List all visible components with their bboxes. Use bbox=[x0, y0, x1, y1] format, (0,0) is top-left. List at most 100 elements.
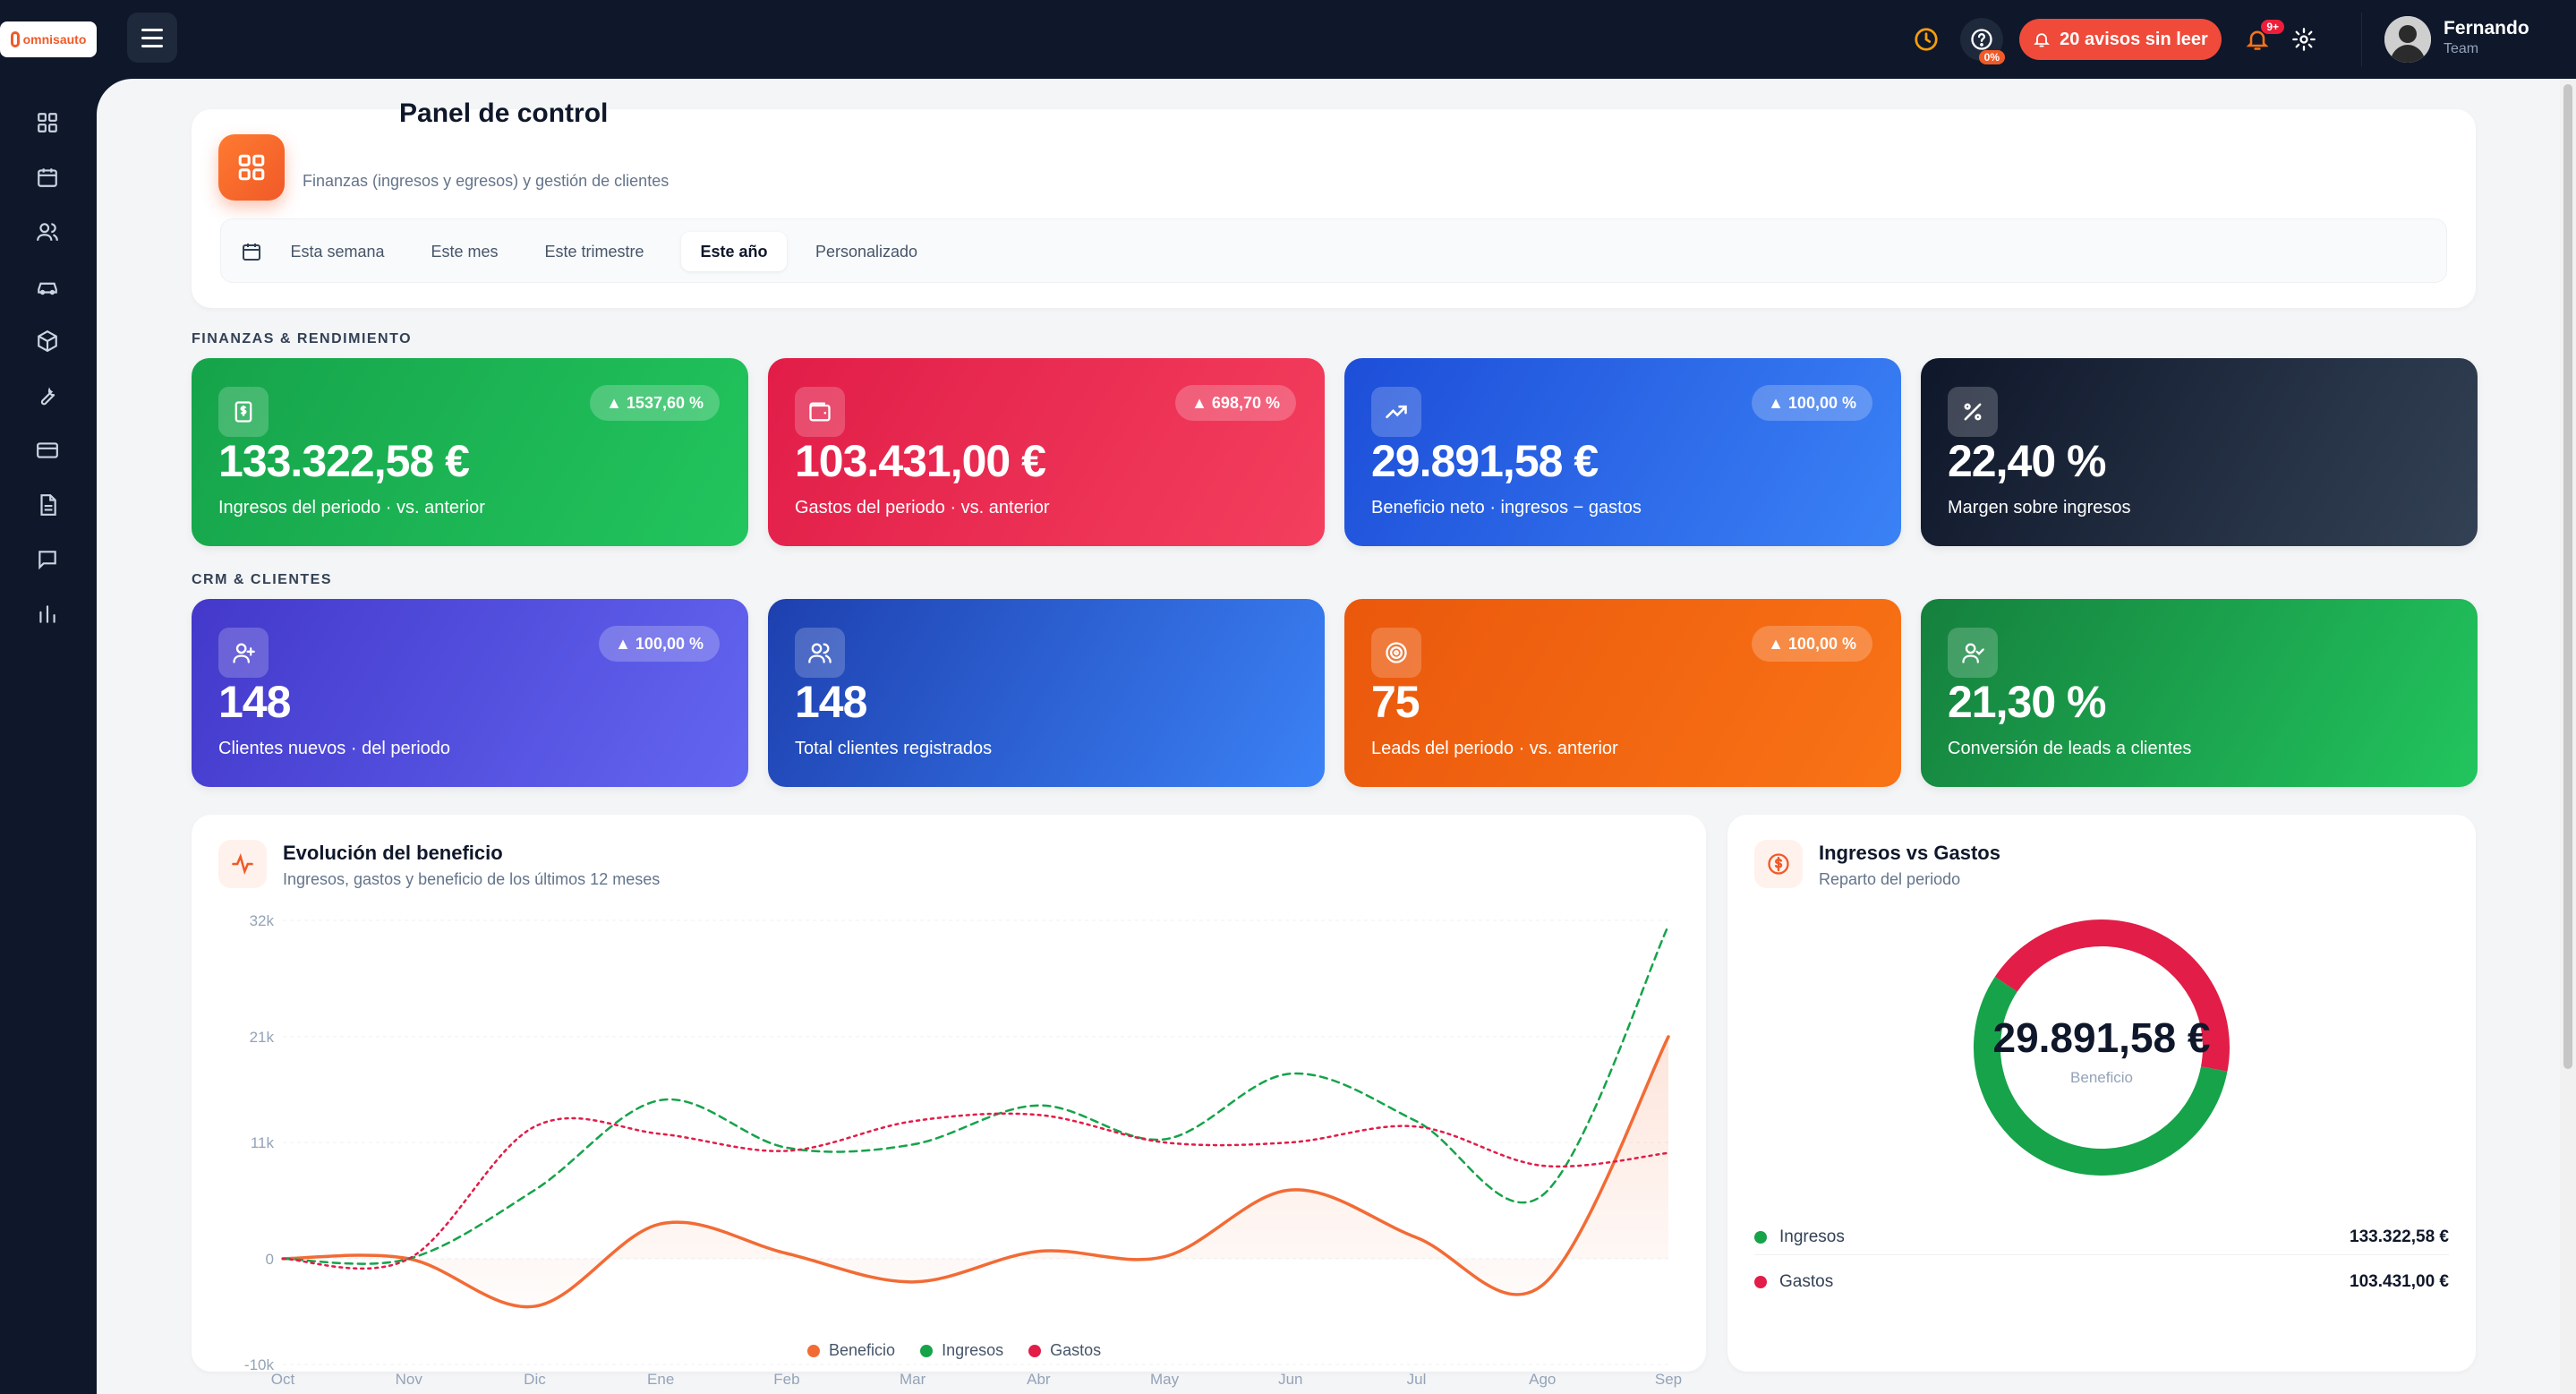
x-tick-label: Jun bbox=[1278, 1371, 1302, 1388]
kpi-clientes-nuevos[interactable]: ▲ 100,00 % 148 Clientes nuevos · del per… bbox=[192, 599, 748, 787]
kpi-label: Clientes nuevos · del periodo bbox=[218, 739, 451, 758]
x-tick-label: Dic bbox=[524, 1371, 546, 1388]
notifications-label: 20 avisos sin leer bbox=[2060, 29, 2208, 49]
user-divider bbox=[2361, 13, 2362, 66]
donut-row-ingresos: Ingresos 133.322,58 € bbox=[1754, 1219, 2449, 1255]
sidebar-item-workshop[interactable] bbox=[34, 382, 61, 409]
legend-dot bbox=[1028, 1344, 1042, 1357]
sidebar-item-vehicles[interactable] bbox=[34, 273, 61, 300]
kpi-value: 133.322,58 € bbox=[218, 436, 470, 486]
kpi-value: 148 bbox=[795, 677, 867, 727]
scrollbar-thumb[interactable] bbox=[2563, 84, 2572, 1069]
user-name[interactable]: Fernando bbox=[2444, 18, 2529, 38]
filter-esta-semana[interactable]: Esta semana bbox=[290, 242, 385, 261]
kpi-badge: ▲ 698,70 % bbox=[1175, 385, 1296, 421]
x-tick-label: Nov bbox=[396, 1371, 423, 1388]
activity-icon bbox=[218, 840, 267, 888]
panel-subtitle: Ingresos, gastos y beneficio de los últi… bbox=[283, 870, 661, 888]
chart-icon bbox=[39, 605, 55, 623]
dollar-circle-icon bbox=[1754, 840, 1803, 888]
notifications-button[interactable]: 20 avisos sin leer bbox=[2019, 19, 2222, 60]
kpi-label: Conversión de leads a clientes bbox=[1948, 739, 2192, 758]
legend-item-gastos[interactable]: Gastos bbox=[1028, 1341, 1101, 1360]
filter-este-mes[interactable]: Este mes bbox=[431, 242, 499, 261]
row-value: 103.431,00 € bbox=[2350, 1272, 2449, 1291]
trend-up-icon bbox=[1371, 387, 1421, 437]
car-icon bbox=[38, 282, 57, 295]
kpi-label: Total clientes registrados bbox=[795, 739, 993, 758]
series-line-gastos[interactable] bbox=[281, 1112, 1670, 1270]
legend-dot bbox=[920, 1344, 934, 1357]
wrench-icon bbox=[40, 387, 55, 406]
filter-este-trimestre[interactable]: Este trimestre bbox=[544, 242, 644, 261]
legend-item-beneficio[interactable]: Beneficio bbox=[807, 1341, 895, 1360]
filter-personalizado[interactable]: Personalizado bbox=[815, 242, 918, 261]
menu-toggle-button[interactable] bbox=[127, 13, 177, 63]
y-tick-label: 32k bbox=[250, 912, 275, 929]
logo-mark-icon bbox=[10, 31, 20, 47]
clock-icon[interactable] bbox=[1912, 25, 1941, 54]
x-tick-label: Ago bbox=[1529, 1371, 1556, 1388]
sidebar-item-calendar[interactable] bbox=[34, 164, 61, 191]
x-tick-label: Feb bbox=[773, 1371, 799, 1388]
kpi-beneficio[interactable]: ▲ 100,00 % 29.891,58 € Beneficio neto · … bbox=[1344, 358, 1901, 546]
kpi-label: Ingresos del periodo · vs. anterior bbox=[218, 498, 485, 517]
card-icon bbox=[37, 442, 58, 458]
sidebar-item-documents[interactable] bbox=[34, 492, 61, 518]
sidebar-item-inventory[interactable] bbox=[34, 328, 61, 355]
x-tick-label: Jul bbox=[1407, 1371, 1427, 1388]
box-icon bbox=[38, 329, 57, 353]
x-tick-label: May bbox=[1150, 1371, 1180, 1388]
donut-center-label: Beneficio bbox=[2070, 1069, 2133, 1086]
x-tick-label: Sep bbox=[1655, 1371, 1682, 1388]
x-tick-label: Ene bbox=[647, 1371, 674, 1388]
legend-label: Gastos bbox=[1050, 1341, 1102, 1359]
app-logo[interactable]: omnisauto bbox=[0, 21, 97, 57]
sidebar-item-clients[interactable] bbox=[34, 218, 61, 245]
kpi-gastos[interactable]: ▲ 698,70 % 103.431,00 € Gastos del perio… bbox=[768, 358, 1325, 546]
users-icon bbox=[37, 223, 58, 241]
help-button[interactable]: 0% bbox=[1960, 18, 2005, 64]
y-tick-label: -10k bbox=[244, 1356, 275, 1373]
sidebar-item-reports[interactable] bbox=[34, 601, 61, 628]
header-card: Panel de control Finanzas (ingresos y eg… bbox=[192, 98, 2476, 308]
kpi-leads[interactable]: ▲ 100,00 % 75 Leads del periodo · vs. an… bbox=[1344, 599, 1901, 787]
donut-center-value: 29.891,58 € bbox=[1992, 1014, 2211, 1061]
kpi-badge: ▲ 100,00 % bbox=[599, 626, 720, 662]
income-vs-expenses-panel: Ingresos vs Gastos Reparto del periodo 2… bbox=[1727, 815, 2476, 1372]
user-role: Team bbox=[2444, 41, 2479, 56]
sidebar-item-dashboard[interactable] bbox=[34, 109, 61, 136]
kpi-total-clientes[interactable]: 148 Total clientes registrados bbox=[768, 599, 1325, 787]
sidebar-item-messages[interactable] bbox=[34, 546, 61, 573]
sidebar-item-payments[interactable] bbox=[34, 437, 61, 464]
dashboard-icon bbox=[218, 134, 285, 201]
kpi-badge: ▲ 100,00 % bbox=[1752, 626, 1872, 662]
users-icon bbox=[795, 628, 845, 678]
dollar-doc-icon bbox=[218, 387, 269, 437]
series-line-beneficio[interactable] bbox=[281, 1035, 1670, 1309]
filter-este-ano[interactable]: Este año bbox=[681, 232, 787, 271]
donut-slice-ingresos[interactable] bbox=[1974, 977, 2228, 1176]
kpi-ingresos[interactable]: ▲ 1537,60 % 133.322,58 € Ingresos del pe… bbox=[192, 358, 748, 546]
user-plus-icon bbox=[218, 628, 269, 678]
legend-item-ingresos[interactable]: Ingresos bbox=[920, 1341, 1003, 1360]
kpi-conversion[interactable]: 21,30 % Conversión de leads a clientes bbox=[1921, 599, 2478, 787]
alerts-button[interactable]: 9+ bbox=[2241, 20, 2284, 56]
logo-text: omnisauto bbox=[22, 32, 87, 47]
legend-label: Beneficio bbox=[829, 1341, 896, 1359]
donut-slice-gastos[interactable] bbox=[1994, 919, 2230, 1072]
series-line-ingresos[interactable] bbox=[281, 924, 1670, 1265]
gear-icon[interactable] bbox=[2288, 23, 2320, 56]
donut-row-gastos: Gastos 103.431,00 € bbox=[1754, 1264, 2449, 1300]
wallet-icon bbox=[795, 387, 845, 437]
panel-title: Evolución del beneficio bbox=[283, 842, 503, 864]
avatar[interactable] bbox=[2384, 16, 2431, 63]
scrollbar[interactable] bbox=[2560, 79, 2576, 1394]
kpi-badge: ▲ 1537,60 % bbox=[590, 385, 720, 421]
chart-legend: Beneficio Ingresos Gastos bbox=[807, 1341, 1101, 1360]
y-tick-label: 21k bbox=[250, 1029, 275, 1046]
grid-icon bbox=[38, 113, 57, 133]
kpi-margen[interactable]: 22,40 % Margen sobre ingresos bbox=[1921, 358, 2478, 546]
kpi-badge: ▲ 100,00 % bbox=[1752, 385, 1872, 421]
